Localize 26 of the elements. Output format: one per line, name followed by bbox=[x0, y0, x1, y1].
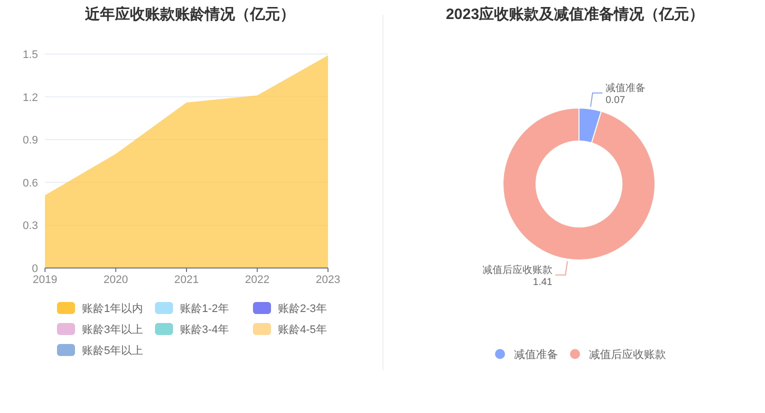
x-tick-label: 2023 bbox=[316, 274, 340, 286]
x-tick-label: 2022 bbox=[245, 274, 270, 286]
chart-title: 近年应收账款账龄情况（亿元） bbox=[84, 5, 295, 23]
legend-label: 账龄3年以上 bbox=[82, 323, 144, 336]
x-tick-label: 2021 bbox=[174, 274, 199, 286]
legend-label: 账龄3-4年 bbox=[180, 324, 229, 336]
slice-label: 减值后应收账款 bbox=[482, 264, 552, 276]
legend-label: 账龄1-2年 bbox=[180, 303, 229, 315]
data-label: 0.07 bbox=[606, 95, 626, 106]
legend-label: 减值后应收账款 bbox=[589, 348, 666, 361]
legend-label: 账龄1年以内 bbox=[82, 302, 144, 315]
legend-label: 账龄4-5年 bbox=[278, 324, 327, 336]
x-tick-label: 2019 bbox=[32, 274, 58, 286]
y-tick-label: 1.5 bbox=[22, 49, 38, 61]
legend-label: 账龄5年以上 bbox=[82, 344, 144, 357]
y-tick-label: 0.6 bbox=[22, 177, 38, 190]
legend-label: 账龄2-3年 bbox=[278, 303, 327, 315]
y-tick-label: 1.2 bbox=[22, 92, 38, 104]
y-tick-label: 0 bbox=[32, 263, 38, 275]
chart-title: 2023应收账款及减值准备情况（亿元） bbox=[446, 5, 704, 23]
slice-label: 减值准备 bbox=[606, 82, 646, 94]
y-tick-label: 0.9 bbox=[22, 134, 38, 147]
x-tick-label: 2020 bbox=[104, 274, 128, 286]
y-tick-label: 0.3 bbox=[22, 220, 38, 232]
data-label: 1.41 bbox=[532, 276, 553, 288]
legend-label: 减值准备 bbox=[514, 348, 558, 361]
